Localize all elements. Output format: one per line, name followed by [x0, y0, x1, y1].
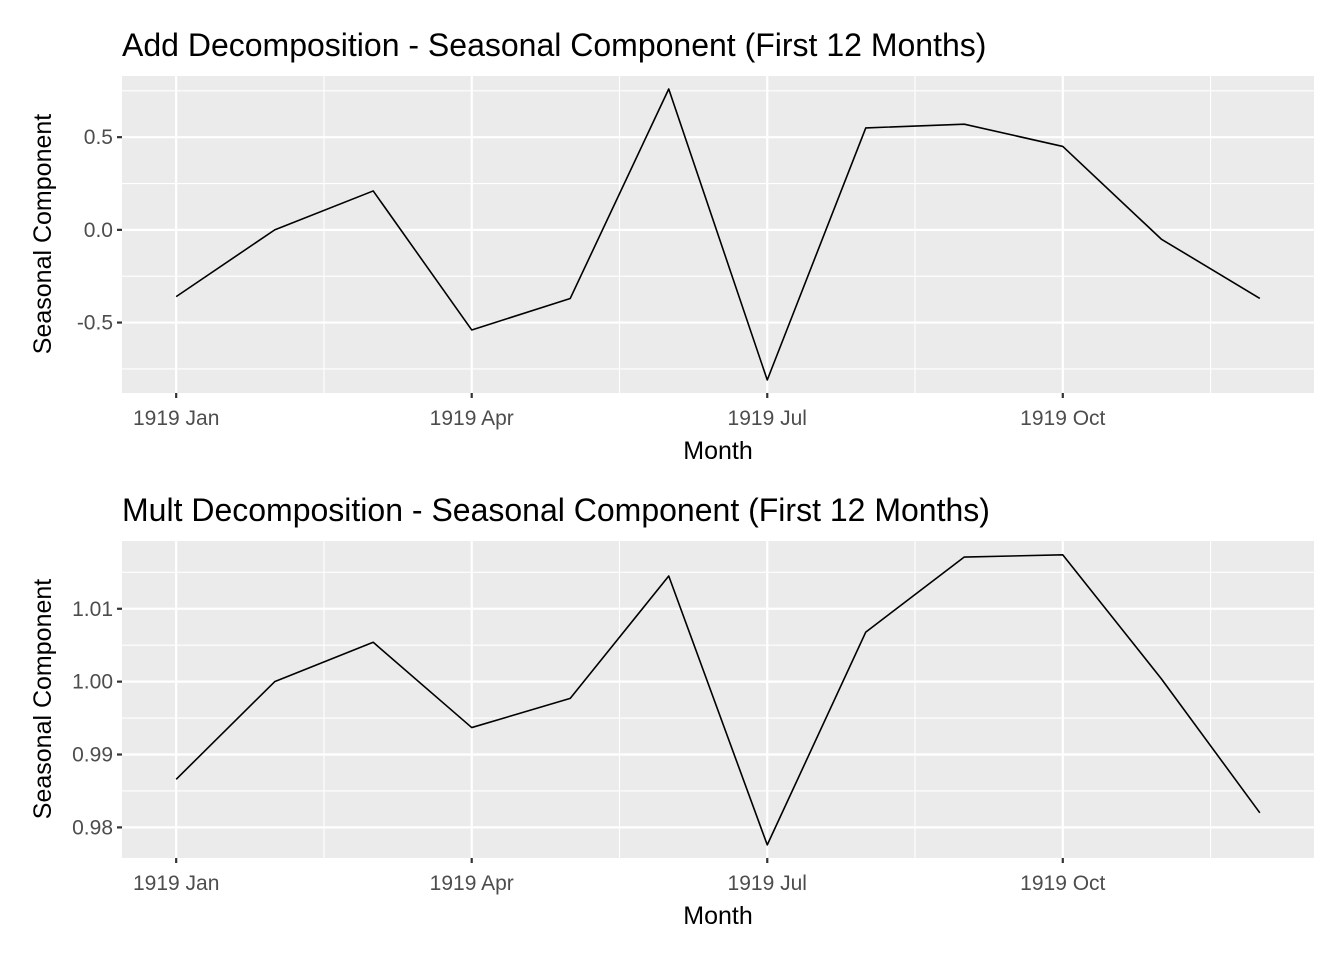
y-tick-label: 1.00 [72, 671, 113, 694]
gridlines [122, 541, 1314, 858]
x-tick-label: 1919 Oct [1020, 407, 1105, 430]
x-axis-label: Month [683, 437, 752, 465]
series-line [175, 88, 1261, 381]
x-tick-label: 1919 Jan [133, 407, 219, 430]
y-tick-label: 0.99 [72, 744, 113, 767]
plot-panel [122, 541, 1314, 858]
x-tick-label: 1919 Apr [430, 407, 514, 430]
chart-mult-decomposition: Mult Decomposition - Seasonal Component … [29, 492, 1314, 930]
y-tick-label: -0.5 [77, 312, 113, 335]
x-axis-ticks: 1919 Jan 1919 Apr 1919 Jul 1919 Oct [133, 858, 1106, 895]
series-line [175, 554, 1261, 846]
x-axis-ticks: 1919 Jan 1919 Apr 1919 Jul 1919 Oct [133, 393, 1106, 430]
x-tick-label: 1919 Jan [133, 872, 219, 895]
y-axis-ticks: -0.5 0.0 0.5 [77, 126, 122, 335]
y-tick-label: 0.0 [84, 219, 113, 242]
gridlines [122, 76, 1314, 393]
chart-title: Add Decomposition - Seasonal Component (… [122, 27, 986, 63]
x-tick-label: 1919 Jul [728, 407, 807, 430]
y-tick-label: 0.5 [84, 126, 113, 149]
x-tick-label: 1919 Jul [728, 872, 807, 895]
chart-add-decomposition: Add Decomposition - Seasonal Component (… [29, 27, 1314, 465]
x-tick-label: 1919 Oct [1020, 872, 1105, 895]
y-axis-label: Seasonal Component [29, 579, 57, 819]
y-tick-label: 1.01 [72, 598, 113, 621]
x-tick-label: 1919 Apr [430, 872, 514, 895]
y-axis-ticks: 0.98 0.99 1.00 1.01 [72, 598, 122, 839]
y-tick-label: 0.98 [72, 816, 113, 839]
y-axis-label: Seasonal Component [29, 114, 57, 354]
chart-title: Mult Decomposition - Seasonal Component … [122, 492, 990, 528]
x-axis-label: Month [683, 902, 752, 930]
